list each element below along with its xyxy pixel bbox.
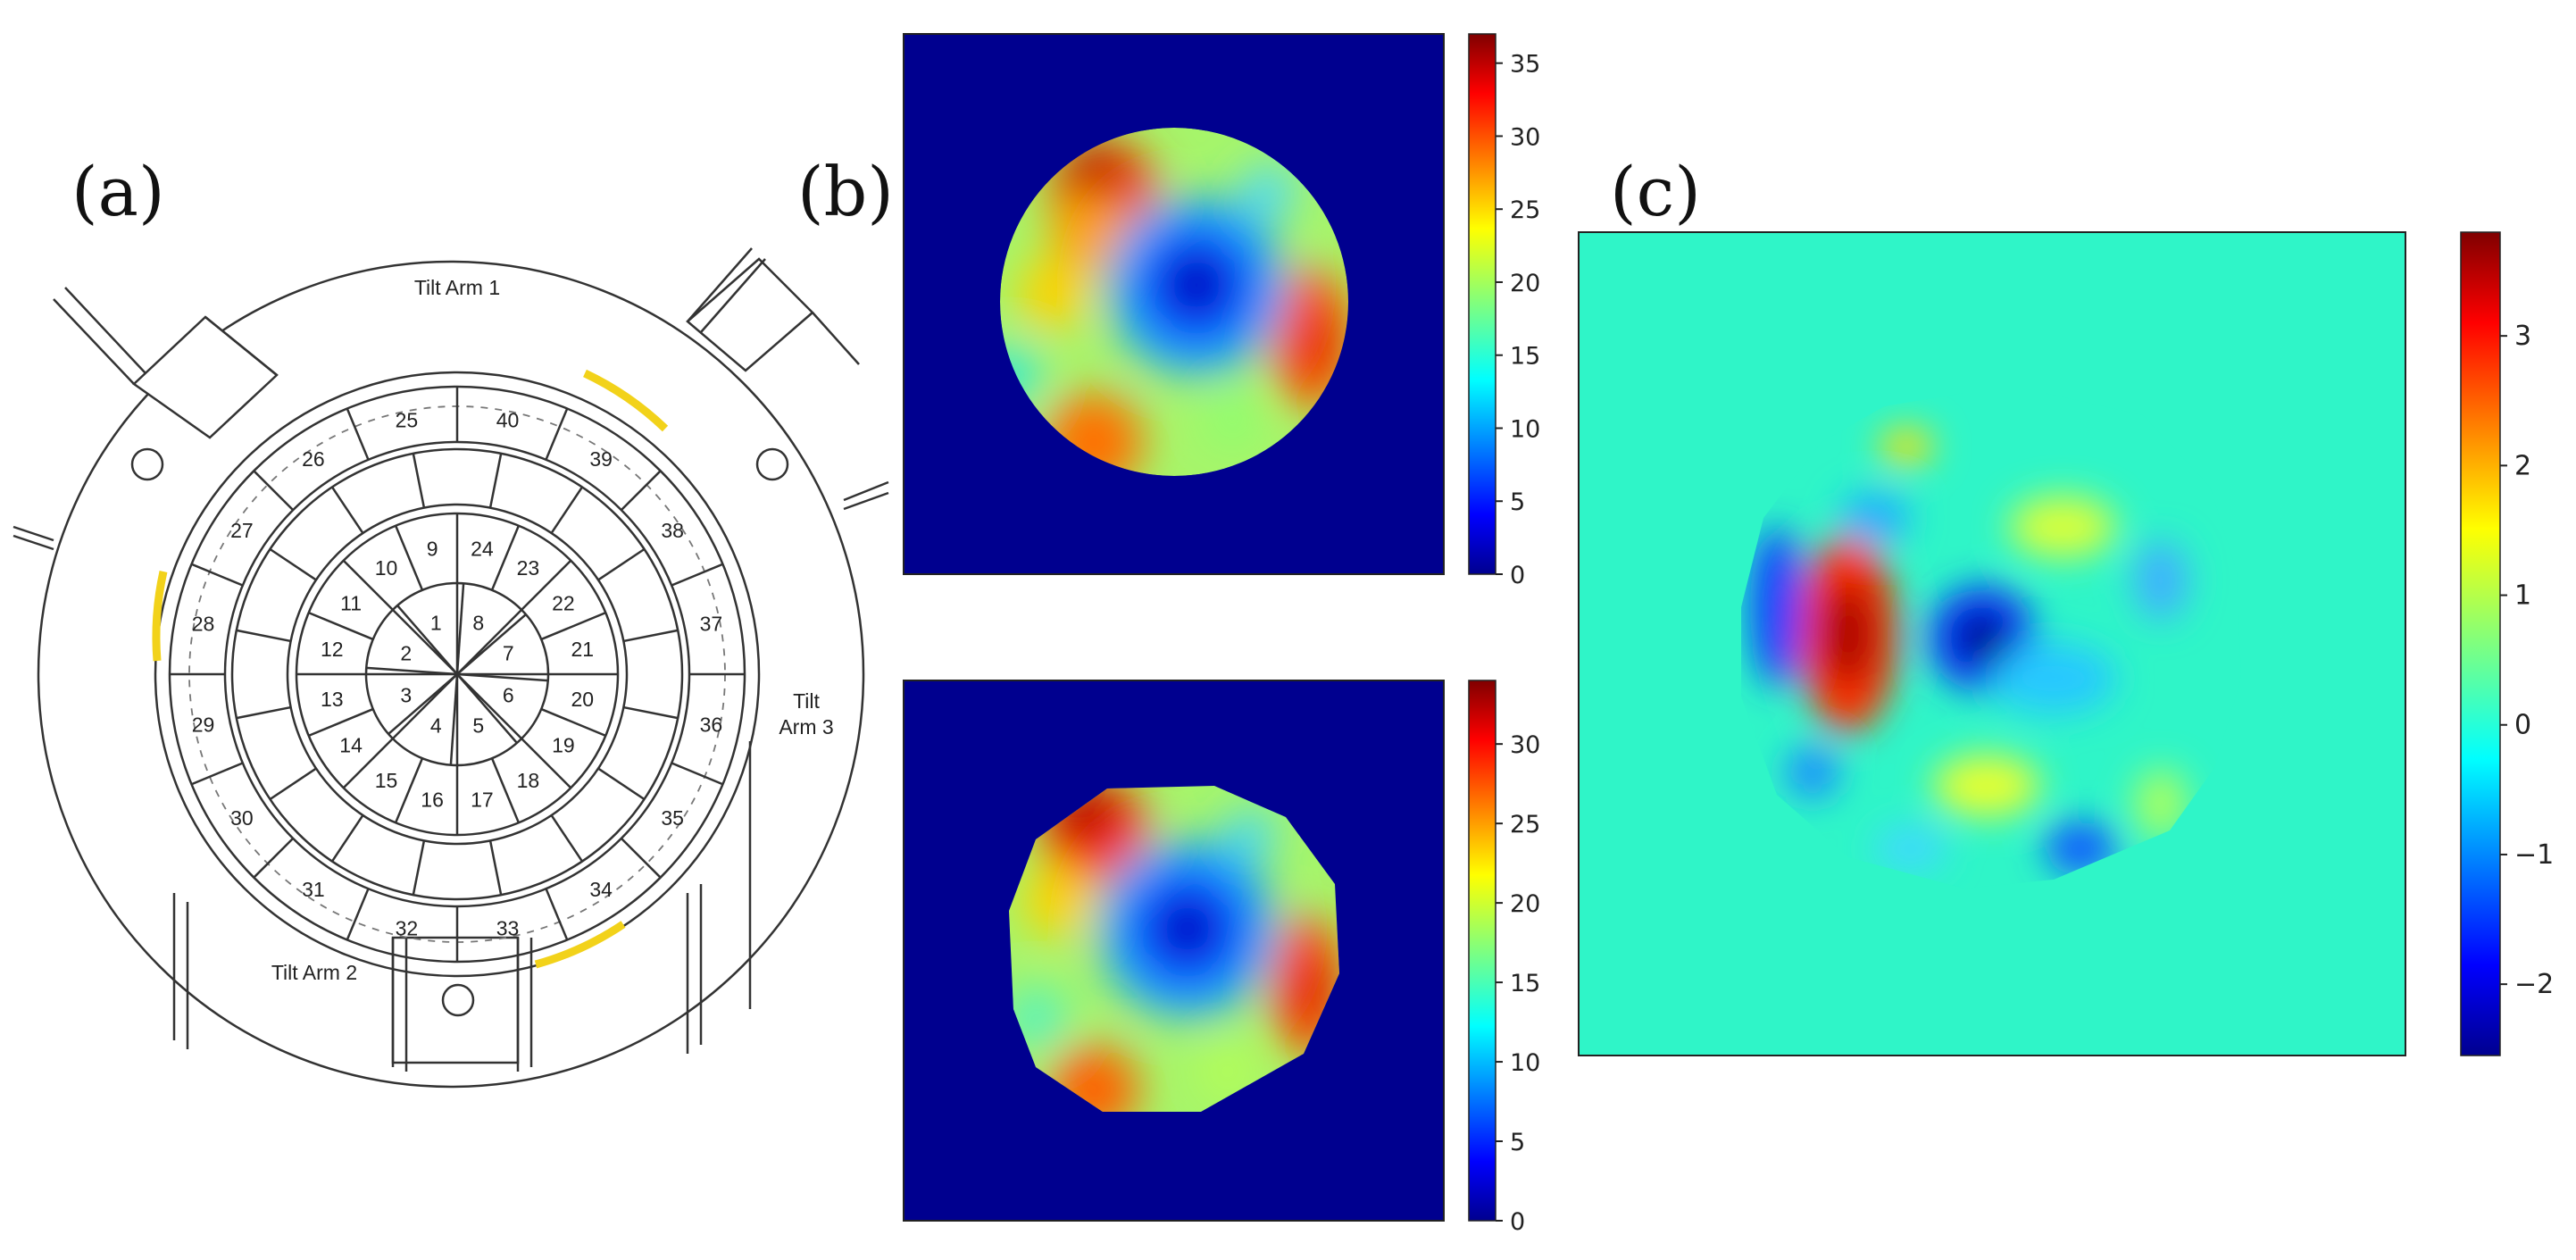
arm-label-2: Tilt Arm 2: [271, 961, 357, 984]
segment-label-ring1-1: 7: [503, 641, 514, 664]
cb-c-ticks-tick-label-3: 0: [2514, 710, 2531, 741]
colorbar-c: [2460, 231, 2501, 1056]
cb-b-top-ticks-tick-label-1: 5: [1510, 488, 1525, 516]
segment-label-ring1-0: 8: [472, 612, 484, 635]
panel-label-a: (a): [71, 152, 165, 231]
segment-label-ring2-15: 9: [427, 538, 438, 561]
cb-b-bot-ticks-tick-label-5: 25: [1510, 811, 1540, 839]
cb-b-top-ticks-tick-label-0: 0: [1510, 562, 1525, 589]
segment-label-ring2-11: 13: [321, 688, 344, 711]
panel-label-b: (b): [797, 152, 894, 231]
cb-c-ticks-tick-label-0: 3: [2514, 321, 2531, 352]
segment-label-ring3-2: 38: [661, 519, 684, 542]
panel-label-c: (c): [1610, 152, 1701, 231]
heatmap-b-top: 0 5 10 15 20 25 30 35: [903, 33, 1540, 589]
cb-b-bot-ticks-tick-label-4: 20: [1510, 890, 1540, 918]
segment-label-ring2-12: 12: [321, 638, 344, 661]
segment-label-ring2-10: 14: [339, 733, 363, 756]
segment-label-ring3-8: 32: [396, 916, 419, 939]
segment-label-ring2-0: 24: [471, 538, 494, 561]
segment-label-ring2-14: 10: [375, 556, 398, 580]
pivot-hole-right: [755, 447, 789, 481]
cb-b-top-ticks-tick-label-6: 30: [1510, 123, 1540, 151]
arm-label-3a: Tilt: [793, 689, 820, 713]
colorbar-b-bottom: [1468, 680, 1496, 1222]
segment-label-ring2-7: 17: [471, 788, 494, 811]
segment-label-ring3-3: 37: [700, 612, 723, 635]
cb-b-top-ticks-tick-label-2: 10: [1510, 415, 1540, 443]
segment-label-ring3-15: 25: [396, 409, 419, 432]
cb-b-bot-ticks-tick-label-2: 10: [1510, 1049, 1540, 1077]
arm-pad-upper-left: [132, 315, 279, 439]
segment-label-ring3-0: 40: [496, 409, 520, 432]
segment-map-diagram: Tilt Arm 1 Tilt Arm 2 Tilt Arm 3 8765432…: [13, 247, 889, 1089]
segment-label-ring1-3: 5: [472, 713, 484, 737]
segment-label-ring3-10: 30: [230, 806, 254, 830]
cb-c-ticks-tick-label-4: −1: [2514, 839, 2554, 871]
cb-c-ticks-tick-label-5: −2: [2514, 969, 2554, 1000]
segment-label-ring1-5: 3: [400, 684, 412, 707]
segment-label-ring2-6: 18: [517, 769, 540, 792]
outer-ring: [37, 260, 865, 1089]
segment-label-ring3-6: 34: [589, 878, 613, 901]
cb-b-bot-ticks-tick-label-3: 15: [1510, 970, 1540, 997]
cb-b-bot-ticks-tick-label-6: 30: [1510, 731, 1540, 759]
arm-label-3b: Arm 3: [779, 715, 833, 738]
cb-c-ticks-tick-label-1: 2: [2514, 450, 2531, 481]
segment-label-ring1-4: 4: [430, 713, 442, 737]
highlight-arcs: [152, 369, 669, 969]
heatmap-b-bottom: 0 5 10 15 20 25 30: [903, 680, 1540, 1236]
colorbar-b-top: [1468, 33, 1496, 575]
cb-b-top-ticks-tick-label-3: 15: [1510, 343, 1540, 371]
heatmap-c: 3 2 1 0 −1 −2: [1578, 231, 2554, 1056]
segment-label-ring3-12: 28: [192, 612, 215, 635]
cb-c-ticks-tick-label-2: 1: [2514, 580, 2531, 612]
segment-label-ring3-1: 39: [589, 447, 613, 471]
segment-label-ring3-9: 31: [302, 878, 325, 901]
cb-b-bot-ticks-tick-label-1: 5: [1510, 1129, 1525, 1156]
segment-label-ring2-13: 11: [340, 592, 362, 615]
arm-label-1: Tilt Arm 1: [414, 276, 500, 299]
pivot-hole-left: [130, 447, 164, 481]
segment-label-ring3-13: 27: [230, 519, 254, 542]
segment-label-ring3-7: 33: [496, 916, 520, 939]
segment-label-ring2-9: 15: [375, 769, 398, 792]
segment-label-ring3-11: 29: [192, 713, 215, 737]
segment-label-ring2-8: 16: [421, 788, 444, 811]
segment-label-ring3-14: 26: [302, 447, 325, 471]
cb-b-top-ticks-tick-label-5: 25: [1510, 196, 1540, 224]
segment-label-ring3-5: 35: [661, 806, 684, 830]
segment-label-ring1-7: 1: [430, 612, 442, 635]
segment-label-ring2-1: 23: [517, 556, 540, 580]
segment-label-ring2-2: 22: [552, 592, 575, 615]
segment-label-ring2-5: 19: [552, 733, 575, 756]
segment-label-ring1-2: 6: [503, 684, 514, 707]
cb-b-top-ticks-tick-label-4: 20: [1510, 270, 1540, 297]
cb-b-top-ticks-tick-label-7: 35: [1510, 51, 1540, 79]
segment-label-ring1-6: 2: [400, 641, 412, 664]
cb-b-bot-ticks-tick-label-0: 0: [1510, 1208, 1525, 1236]
pivot-hole-bottom: [441, 983, 475, 1017]
segment-label-ring2-3: 21: [571, 638, 594, 661]
segment-label-ring3-4: 36: [700, 713, 723, 737]
segment-label-ring2-4: 20: [571, 688, 594, 711]
